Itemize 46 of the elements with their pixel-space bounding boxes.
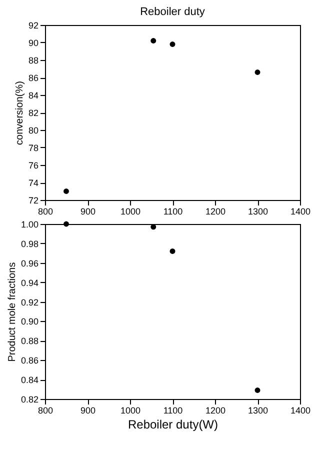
- x-tick-label: 800: [38, 206, 54, 216]
- y-tick-label: 80: [28, 126, 38, 136]
- y-tick-label: 84: [28, 90, 38, 100]
- y-tick-label: 0.96: [20, 258, 38, 268]
- y-tick-label: 72: [28, 196, 38, 206]
- y-tick-label: 90: [28, 38, 38, 48]
- x-tick-label: 1200: [205, 406, 226, 416]
- x-tick-label: 800: [38, 406, 54, 416]
- y-tick-label: 0.84: [20, 375, 38, 386]
- x-tick-label: 1400: [290, 406, 311, 416]
- x-axis-title: Reboiler duty(W): [128, 418, 218, 432]
- point: [170, 248, 176, 254]
- y-tick-label: 0.90: [20, 316, 38, 327]
- x-tick-label: 1400: [290, 206, 311, 216]
- y-tick-label: 88: [28, 56, 38, 66]
- y-tick-label: 0.88: [20, 336, 38, 346]
- point: [254, 70, 260, 75]
- point: [150, 38, 156, 44]
- y-tick-label: 82: [28, 108, 38, 118]
- y-tick-label: 78: [28, 143, 38, 153]
- y-tick-label: 86: [28, 73, 38, 83]
- y-tick-label: 0.94: [20, 278, 38, 288]
- x-tick-label: 1100: [163, 206, 183, 216]
- y-tick-label: 0.86: [20, 356, 38, 366]
- y-tick-label: 76: [28, 160, 38, 170]
- y-axis-title: conversion(%): [14, 81, 26, 145]
- x-tick-label: 1000: [120, 406, 141, 416]
- y-tick-label: 0.82: [20, 394, 38, 404]
- point: [170, 42, 176, 47]
- x-tick-label: 900: [80, 406, 96, 416]
- x-tick-label: 1200: [205, 206, 226, 216]
- x-tick-label: 1000: [120, 206, 141, 216]
- x-tick-label: 1300: [248, 406, 268, 416]
- x-tick-label: 1300: [248, 206, 268, 216]
- point: [64, 188, 69, 194]
- y-axis-title: Product mole fractions: [6, 262, 18, 362]
- y-tick-label: 0.98: [20, 238, 38, 249]
- chart-title: Reboiler duty: [140, 6, 206, 18]
- y-tick-label: 1.00: [20, 220, 38, 230]
- point: [254, 388, 260, 393]
- x-tick-label: 900: [80, 206, 96, 216]
- x-tick-label: 1100: [163, 406, 183, 416]
- point: [64, 221, 69, 227]
- y-tick-label: 92: [28, 20, 38, 30]
- y-tick-label: 0.92: [20, 297, 38, 308]
- y-tick-label: 74: [28, 178, 38, 188]
